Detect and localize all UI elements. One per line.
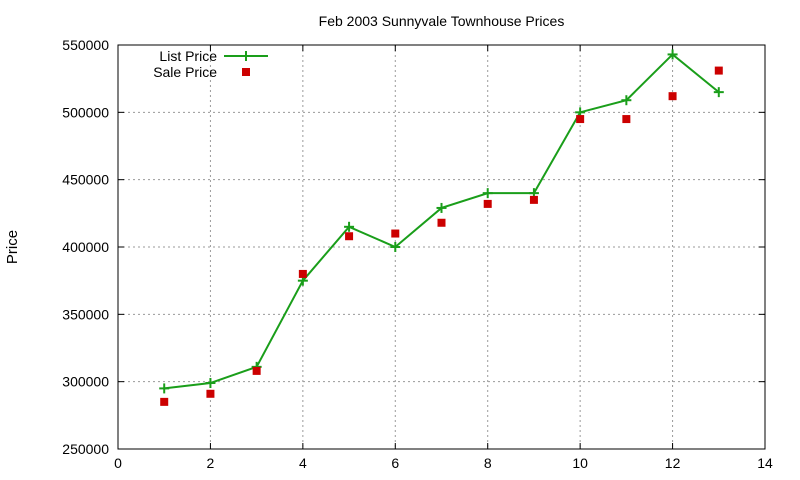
sale-price-point xyxy=(437,218,446,227)
y-tick-label: 500000 xyxy=(62,104,109,120)
list-price-point xyxy=(621,95,632,106)
legend-sale-price-marker xyxy=(242,68,250,76)
legend-list-price-label: List Price xyxy=(159,48,217,64)
series-layer xyxy=(159,49,724,406)
list-price-point xyxy=(436,202,447,213)
sale-price-point xyxy=(576,115,585,124)
x-tick-label: 8 xyxy=(484,455,492,471)
chart-title: Feb 2003 Sunnyvale Townhouse Prices xyxy=(319,13,565,29)
list-price-point xyxy=(344,221,355,232)
y-axis-label: Price xyxy=(4,230,21,264)
sale-price-point xyxy=(622,115,631,124)
sale-price-point xyxy=(668,92,677,101)
y-tick-label: 300000 xyxy=(62,374,109,390)
grid xyxy=(118,45,765,449)
sale-price-point xyxy=(252,366,261,375)
sale-price-series xyxy=(160,66,723,406)
sale-price-point xyxy=(345,232,354,241)
list-price-point xyxy=(159,383,170,394)
list-price-point xyxy=(390,242,401,252)
x-tick-label: 10 xyxy=(572,455,588,471)
sale-price-point xyxy=(391,229,400,238)
y-tick-label: 400000 xyxy=(62,239,109,255)
y-tick-label: 350000 xyxy=(62,306,109,322)
list-price-point xyxy=(713,87,724,98)
legend-sale-price-label: Sale Price xyxy=(153,64,217,80)
plot-frame xyxy=(117,44,766,450)
y-tick-label: 450000 xyxy=(62,172,109,188)
list-price-point xyxy=(667,49,678,60)
sale-price-point xyxy=(714,66,723,75)
sale-price-point xyxy=(298,269,307,278)
sale-price-point xyxy=(529,195,538,204)
x-tick-label: 6 xyxy=(391,455,399,471)
x-tick-label: 4 xyxy=(299,455,307,471)
list-price-point xyxy=(482,188,493,199)
y-tick-label: 550000 xyxy=(62,37,109,53)
list-price-point xyxy=(205,378,216,389)
y-tick-label: 250000 xyxy=(62,441,109,457)
sale-price-point xyxy=(483,199,492,208)
x-tick-label: 14 xyxy=(757,455,773,471)
sale-price-point xyxy=(160,397,169,406)
x-tick-label: 0 xyxy=(114,455,122,471)
sale-price-point xyxy=(206,389,215,398)
legend-list-price-marker xyxy=(241,51,251,61)
axis-ticks: 0 2 4 6 8 10 12 14 250000 300000 350000 400000 45000… xyxy=(62,37,773,471)
x-tick-label: 12 xyxy=(665,455,681,471)
x-tick-label: 2 xyxy=(207,455,215,471)
